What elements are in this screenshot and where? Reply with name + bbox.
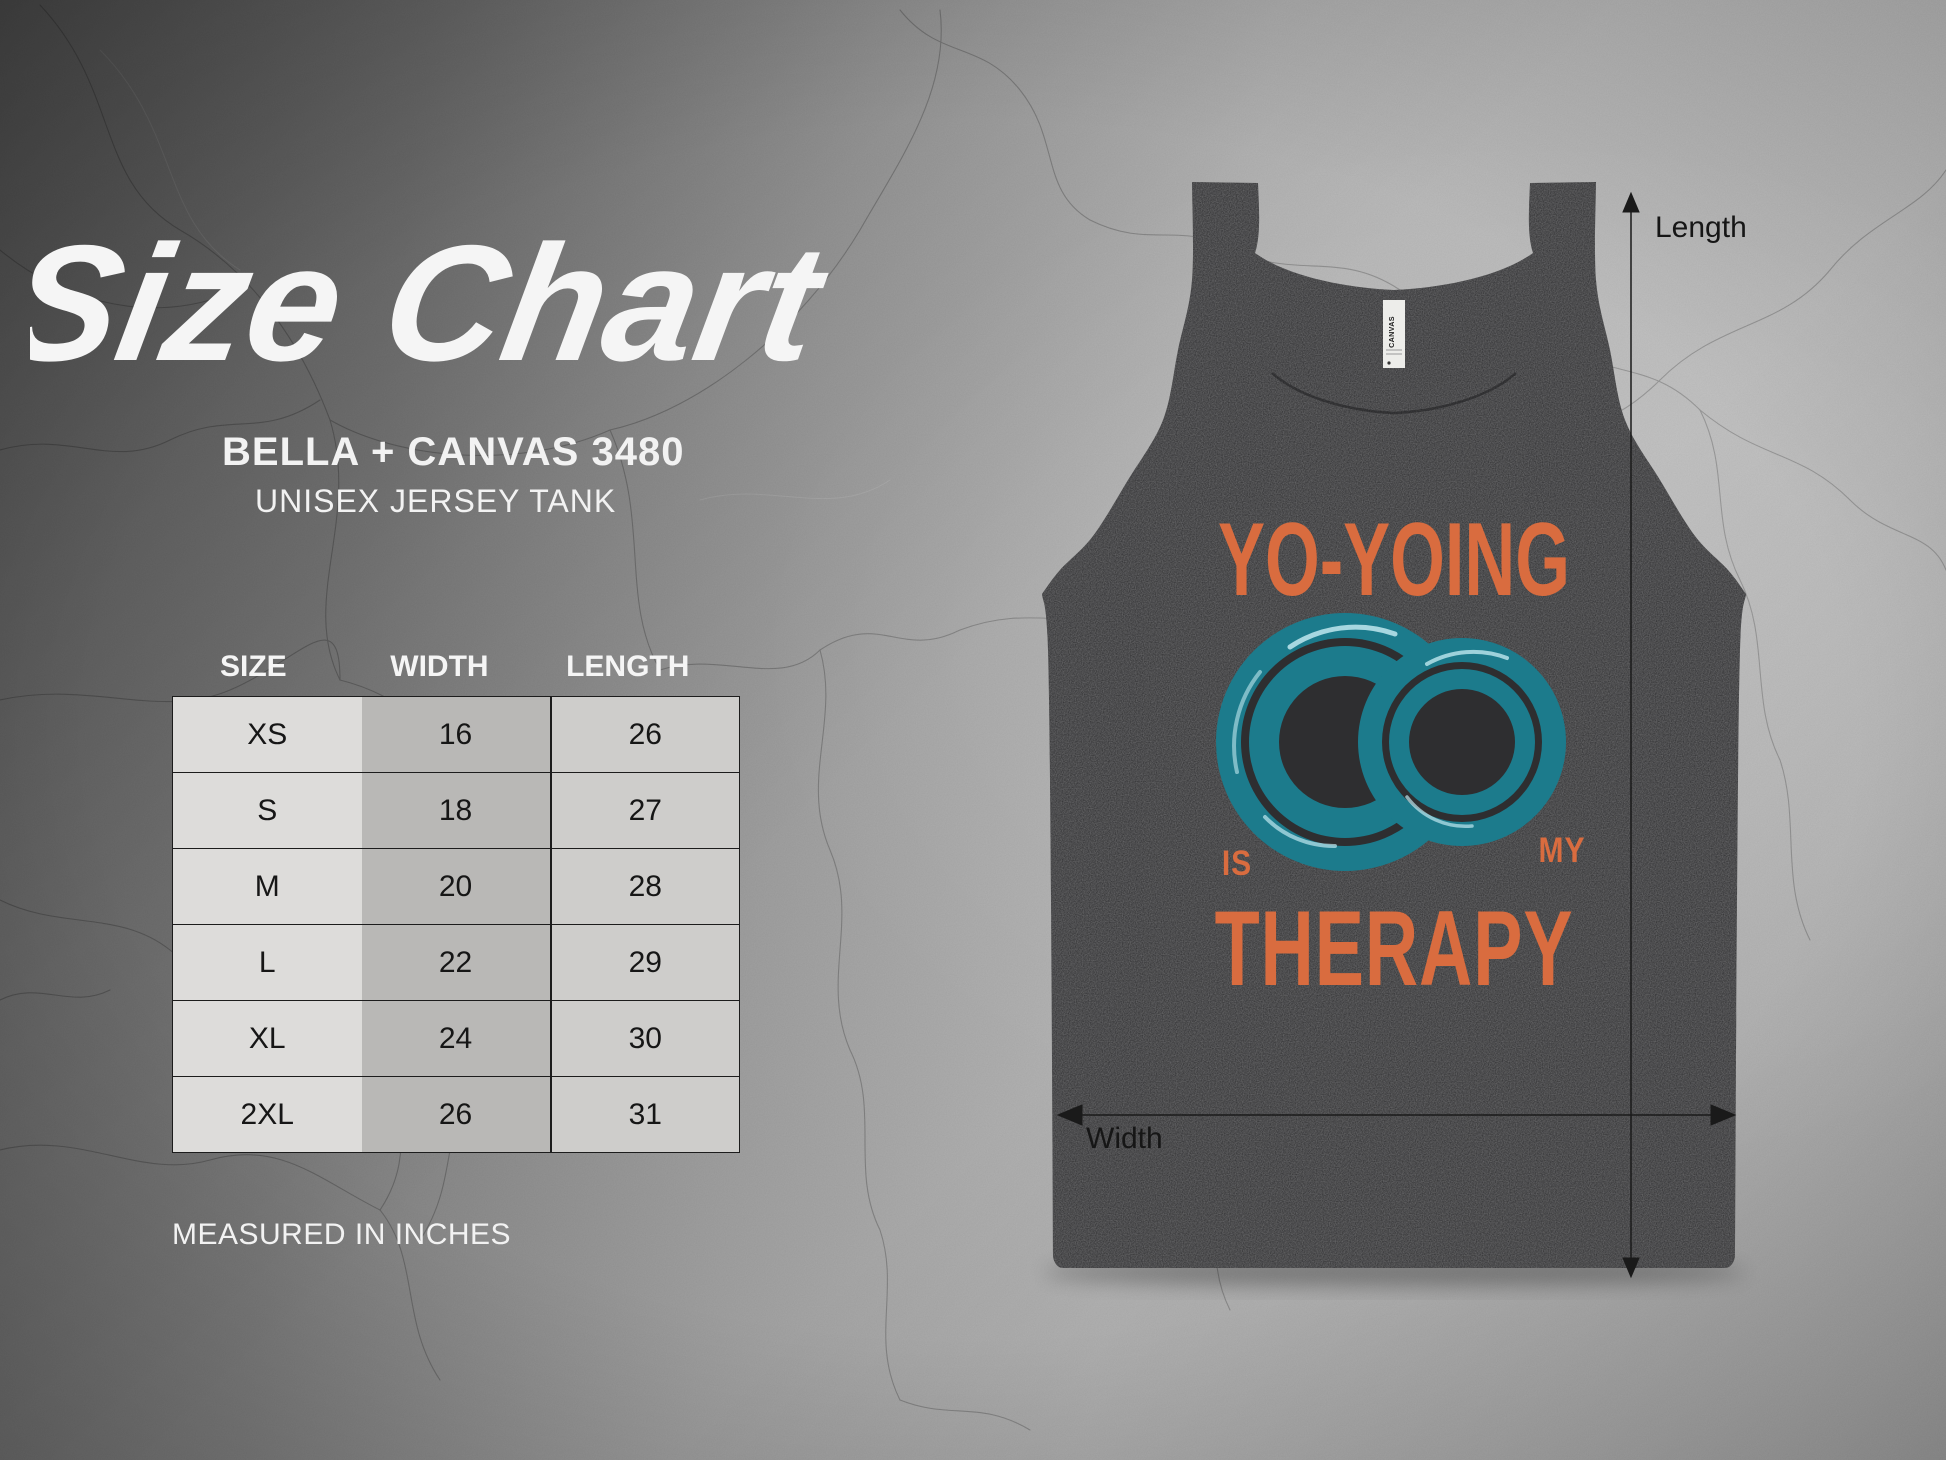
svg-text:Width: Width [1086, 1122, 1163, 1155]
svg-text:IS: IS [1222, 843, 1252, 883]
svg-text:Length: Length [1655, 211, 1747, 244]
svg-text:THERAPY: THERAPY [1215, 890, 1574, 1009]
svg-text:CANVAS: CANVAS [1387, 316, 1396, 348]
svg-text:YO-YOING: YO-YOING [1218, 501, 1570, 617]
svg-text:MY: MY [1539, 830, 1586, 870]
